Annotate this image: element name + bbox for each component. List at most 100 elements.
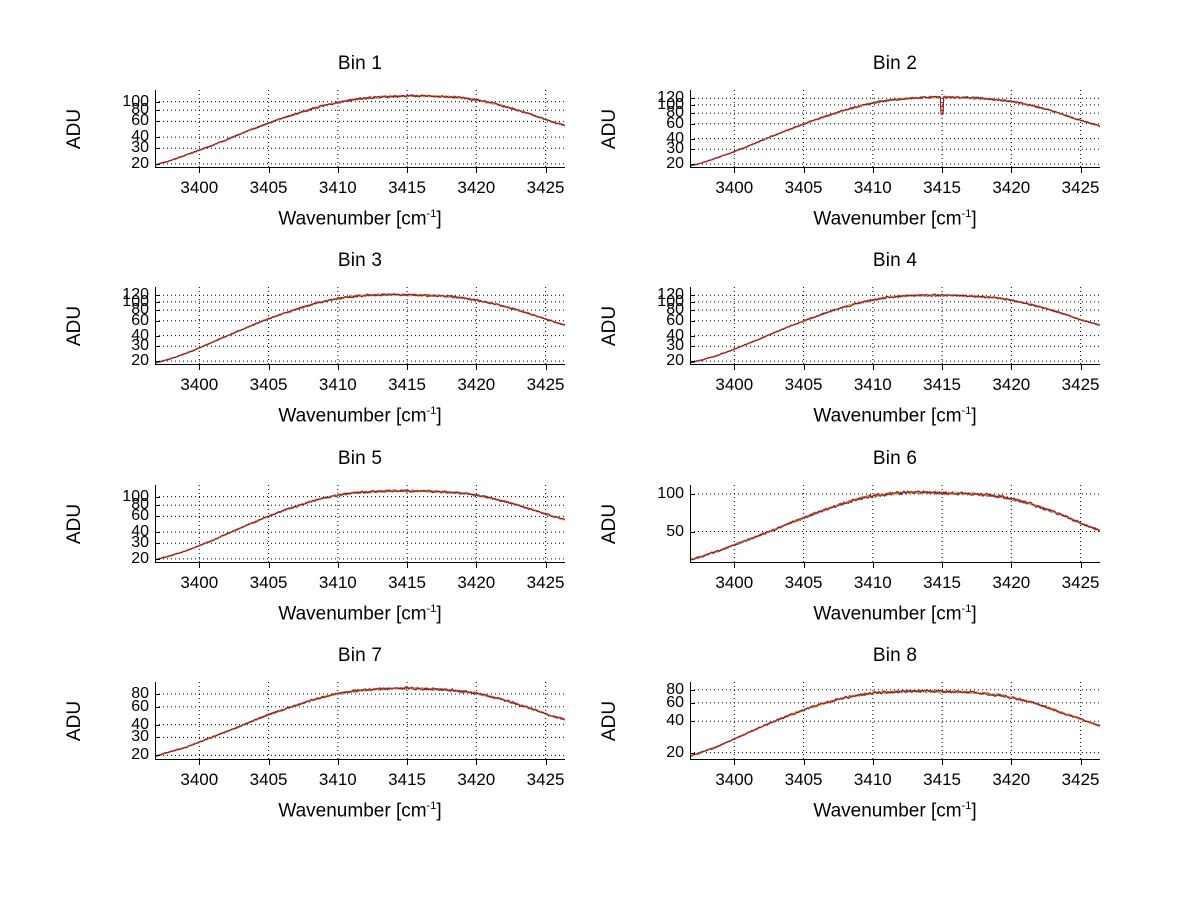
- y-tick: [690, 361, 695, 363]
- y-tick-label: 80: [131, 301, 149, 319]
- x-tick: [199, 760, 201, 765]
- x-tick-labels: 3400 3405 3410 3415 3420 3425: [690, 375, 1100, 397]
- y-tick: [155, 121, 160, 123]
- x-tick: [199, 563, 201, 568]
- y-tick-label: 20: [666, 155, 684, 173]
- y-tick: [155, 110, 160, 112]
- x-tick-labels: 3400 3405 3410 3415 3420 3425: [690, 178, 1100, 200]
- x-tick-label: 3405: [249, 770, 288, 789]
- x-tick-label: 3405: [249, 573, 288, 592]
- y-tick-label: 80: [131, 496, 149, 514]
- x-tick: [942, 365, 944, 370]
- y-tick: [155, 516, 160, 518]
- x-tick: [1011, 563, 1013, 568]
- x-tick-label: 3400: [715, 178, 754, 197]
- x-tick-label: 3425: [1061, 573, 1100, 592]
- x-tick: [268, 563, 270, 568]
- x-tick-label: 3425: [526, 178, 565, 197]
- y-tick-label: 50: [666, 522, 684, 540]
- gridlines: [155, 287, 565, 365]
- x-tick-labels: 3400 3405 3410 3415 3420 3425: [690, 573, 1100, 595]
- x-tick-label: 3400: [180, 573, 219, 592]
- x-tick-label: 3420: [457, 770, 496, 789]
- y-tick: [690, 295, 695, 297]
- x-tick-label: 3410: [853, 573, 892, 592]
- y-tick-labels: 20 30 40 60 80 100 120: [99, 286, 149, 369]
- x-tick: [268, 365, 270, 370]
- y-axis-line: [690, 287, 691, 365]
- y-tick-label: 100: [122, 487, 149, 505]
- x-tick-label: 3405: [784, 375, 823, 394]
- y-tick-label: 20: [131, 549, 149, 567]
- y-tick-labels: 20 30 40 60 80 100: [99, 90, 149, 171]
- x-tick: [545, 563, 547, 568]
- x-tick: [942, 168, 944, 173]
- y-tick-label: 100: [657, 484, 684, 502]
- x-tick-label: 3400: [715, 573, 754, 592]
- x-tick: [407, 760, 409, 765]
- y-tick-label: 30: [131, 337, 149, 355]
- x-axis-line: [690, 364, 1100, 365]
- y-tick-label: 60: [666, 114, 684, 132]
- x-tick-label: 3425: [526, 573, 565, 592]
- x-tick: [1080, 563, 1082, 568]
- spectrum-curves: [690, 689, 1100, 758]
- y-tick: [690, 123, 695, 125]
- x-tick: [545, 760, 547, 765]
- y-tick: [690, 320, 695, 322]
- y-tick: [690, 752, 695, 754]
- y-tick-label: 100: [657, 95, 684, 113]
- gridlines: [690, 287, 1100, 365]
- y-tick-label: 30: [131, 728, 149, 746]
- y-tick-label: 20: [666, 743, 684, 761]
- x-tick: [476, 760, 478, 765]
- x-tick-label: 3425: [1061, 178, 1100, 197]
- x-axis-label: Wavenumber [cm-1]: [155, 603, 565, 625]
- x-axis-label-tail: ]: [436, 208, 442, 230]
- x-tick-label: 3405: [784, 770, 823, 789]
- plot-area: [155, 287, 565, 370]
- y-tick: [690, 346, 695, 348]
- y-tick: [690, 721, 695, 723]
- x-tick-label: 3420: [992, 178, 1031, 197]
- x-tick-label: 3405: [784, 573, 823, 592]
- y-tick: [690, 335, 695, 337]
- x-tick-labels: 3400 3405 3410 3415 3420 3425: [155, 770, 565, 792]
- y-tick-label: 20: [666, 352, 684, 370]
- x-axis-label: Wavenumber [cm-1]: [690, 405, 1100, 427]
- plot-area: [690, 485, 1100, 568]
- y-tick: [155, 295, 160, 297]
- y-tick: [690, 149, 695, 151]
- y-tick-labels: 20 40 60 80: [634, 681, 684, 761]
- x-axis-label-exponent: -1: [961, 603, 972, 615]
- y-tick-label: 80: [666, 301, 684, 319]
- y-axis-line: [155, 90, 156, 168]
- y-tick-label: 40: [131, 715, 149, 733]
- y-tick: [155, 724, 160, 726]
- y-tick: [690, 301, 695, 303]
- spectrum-trace: [155, 686, 565, 758]
- spectrum-trace: [155, 489, 565, 561]
- y-tick-label: 120: [122, 286, 149, 304]
- x-axis-label-tail: ]: [971, 800, 977, 822]
- x-axis-line: [155, 167, 565, 168]
- x-tick: [1011, 365, 1013, 370]
- x-tick: [337, 760, 339, 765]
- x-axis-line: [155, 759, 565, 760]
- y-tick: [155, 755, 160, 757]
- x-axis-label-exponent: -1: [961, 208, 972, 220]
- y-tick: [155, 706, 160, 708]
- y-tick: [155, 694, 160, 696]
- gridlines: [690, 90, 1100, 168]
- x-tick-label: 3420: [457, 178, 496, 197]
- x-tick: [545, 168, 547, 173]
- y-tick: [155, 532, 160, 534]
- x-tick-label: 3410: [853, 770, 892, 789]
- spectrum-curves: [690, 95, 1100, 167]
- x-tick: [803, 168, 805, 173]
- spectrum-curves: [155, 292, 565, 364]
- x-axis-label-exponent: -1: [426, 603, 437, 615]
